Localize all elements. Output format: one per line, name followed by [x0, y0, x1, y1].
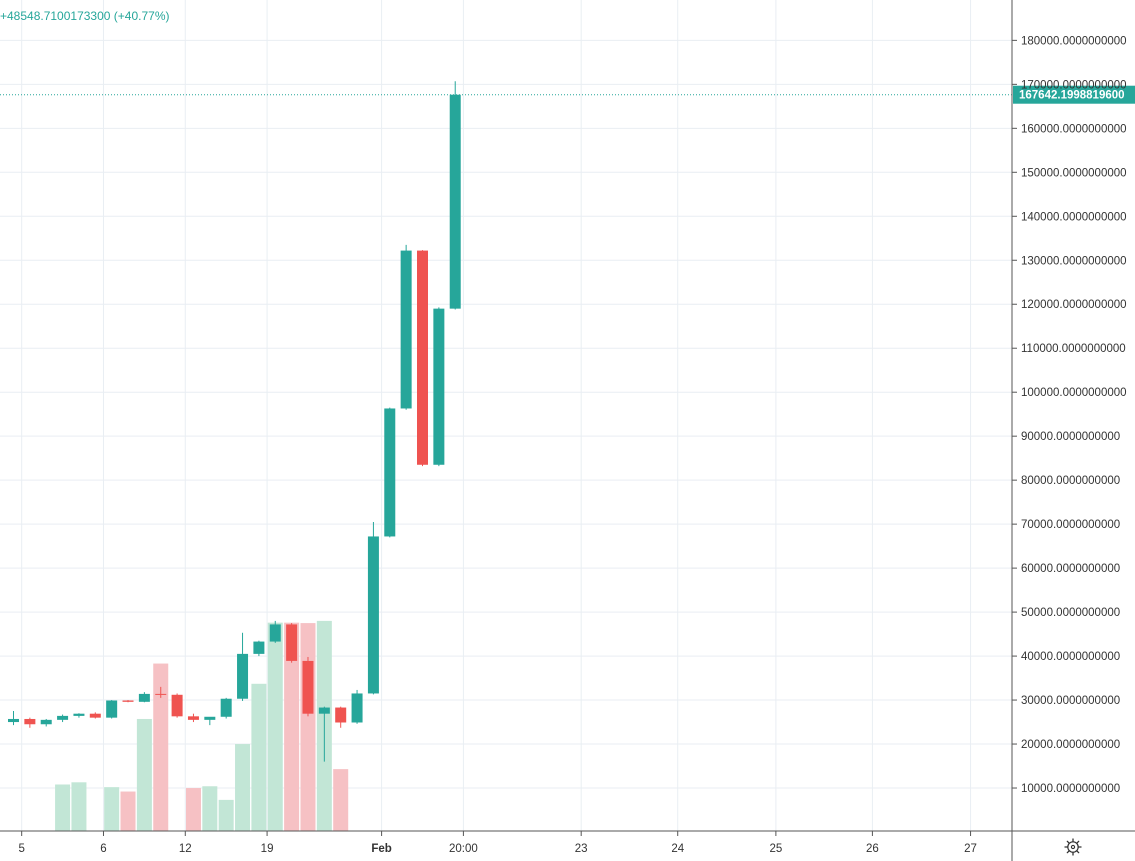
candle-body — [286, 624, 298, 661]
volume-bar — [284, 622, 300, 831]
y-tick-label: 90000.0000000000 — [1021, 431, 1120, 443]
x-tick-label: 25 — [769, 843, 782, 855]
candle-body — [73, 713, 85, 716]
settings-button[interactable] — [1061, 836, 1085, 858]
candle-body — [335, 707, 347, 723]
overlay-layer: 167642.1998819600 — [0, 85, 1135, 104]
y-tick-label: 170000.0000000000 — [1021, 79, 1127, 91]
candle-layer — [8, 81, 461, 762]
candle-body — [384, 408, 396, 537]
y-tick-label: 180000.0000000000 — [1021, 35, 1127, 47]
last-price-badge — [1013, 85, 1135, 104]
x-tick-label: 20:00 — [449, 843, 478, 855]
volume-bar — [104, 787, 120, 831]
candle-body — [237, 653, 249, 699]
candle-body — [417, 250, 428, 465]
x-tick-label: 19 — [261, 843, 274, 855]
volume-bar — [153, 663, 169, 831]
volume-bar — [185, 788, 201, 831]
x-tick-label: Feb — [371, 843, 391, 855]
x-tick-label: 5 — [18, 843, 24, 855]
candle-body — [220, 698, 232, 717]
volume-bar — [300, 623, 316, 831]
candle-body — [57, 715, 69, 720]
y-tick-label: 50000.0000000000 — [1021, 607, 1120, 619]
x-tick-label: 24 — [671, 843, 684, 855]
volume-bar — [251, 683, 267, 831]
volume-bar — [202, 786, 218, 831]
volume-bar — [136, 718, 152, 831]
y-tick-label: 10000.0000000000 — [1021, 783, 1120, 795]
volume-bar — [333, 769, 349, 831]
candle-body — [89, 713, 101, 718]
x-tick-label: 6 — [100, 843, 106, 855]
candle-body — [122, 700, 134, 702]
y-tick-label: 140000.0000000000 — [1021, 211, 1127, 223]
candle-body — [106, 700, 118, 718]
candle-body — [171, 694, 183, 717]
volume-bar — [218, 799, 234, 831]
candle-body — [433, 308, 445, 465]
gear-icon — [1064, 838, 1082, 856]
y-tick-label: 150000.0000000000 — [1021, 167, 1127, 179]
x-tick-label: 23 — [575, 843, 588, 855]
y-tick-label: 100000.0000000000 — [1021, 387, 1127, 399]
candle-body — [351, 693, 363, 723]
y-tick-label: 40000.0000000000 — [1021, 651, 1120, 663]
candle-body — [204, 716, 216, 720]
candle-body — [155, 693, 167, 695]
x-tick-label: 27 — [964, 843, 977, 855]
volume-layer — [55, 620, 349, 831]
candle-body — [40, 719, 52, 725]
y-tick-label: 30000.0000000000 — [1021, 695, 1120, 707]
candle-body — [138, 693, 150, 702]
y-tick-label: 60000.0000000000 — [1021, 563, 1120, 575]
y-tick-label: 110000.0000000000 — [1021, 343, 1126, 355]
candle-body — [400, 250, 412, 409]
y-tick-label: 70000.0000000000 — [1021, 519, 1120, 531]
y-tick-label: 120000.0000000000 — [1021, 299, 1127, 311]
volume-bar — [71, 782, 87, 831]
y-tick-label: 20000.0000000000 — [1021, 739, 1120, 751]
last-price-label: 167642.1998819600 — [1019, 90, 1125, 102]
candle-body — [449, 94, 461, 309]
volume-bar — [267, 622, 283, 831]
volume-bar — [235, 744, 251, 831]
x-tick-label: 12 — [179, 843, 192, 855]
candle-body — [253, 641, 265, 654]
candle-body — [318, 707, 330, 714]
candle-body — [269, 624, 281, 642]
candle-body — [24, 718, 36, 725]
candle-body — [8, 718, 19, 723]
candle-body — [187, 716, 199, 720]
grid-layer — [0, 0, 1012, 831]
candle-body — [367, 536, 379, 694]
y-tick-label: 130000.0000000000 — [1021, 255, 1127, 267]
candle-body — [302, 660, 314, 714]
volume-bar — [55, 784, 71, 831]
price-change-label: +48548.7100173300 (+40.77%) — [0, 9, 170, 23]
x-tick-label: 26 — [866, 843, 879, 855]
y-tick-label: 80000.0000000000 — [1021, 475, 1120, 487]
y-tick-label: 160000.0000000000 — [1021, 123, 1127, 135]
volume-bar — [120, 791, 136, 831]
